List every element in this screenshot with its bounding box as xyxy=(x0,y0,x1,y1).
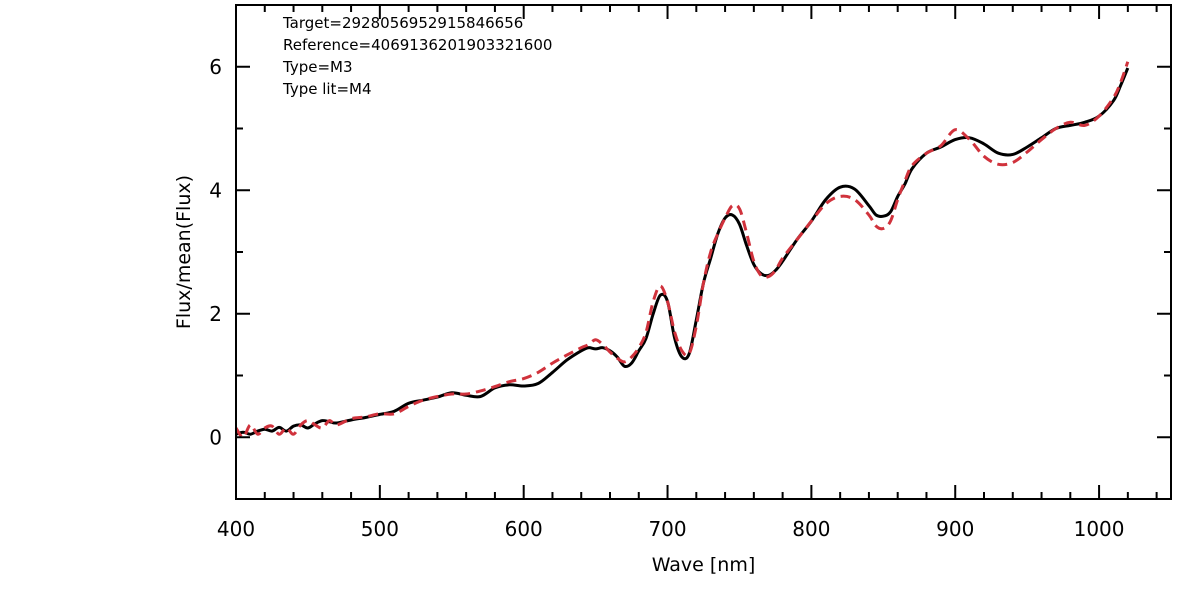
x-tick-label: 400 xyxy=(217,517,255,541)
y-tick-label: 4 xyxy=(209,178,222,202)
plot-lines xyxy=(234,61,1130,439)
x-tick-label: 1000 xyxy=(1074,517,1125,541)
target-spectrum-line xyxy=(235,67,1130,436)
x-axis-title: Wave [nm] xyxy=(652,554,756,576)
annotation-line: Type=M3 xyxy=(282,58,353,76)
annotations: Target=2928056952915846656 Reference=4069… xyxy=(282,14,552,98)
y-tick-label: 0 xyxy=(209,425,222,449)
annotation-line: Target=2928056952915846656 xyxy=(282,14,523,32)
plot-frame xyxy=(235,4,1172,500)
y-tick-label: 6 xyxy=(209,55,222,79)
annotation-line: Type lit=M4 xyxy=(282,80,372,98)
annotation-line: Reference=4069136201903321600 xyxy=(283,36,552,54)
x-tick-label: 900 xyxy=(936,517,974,541)
reference-spectrum-line xyxy=(234,61,1130,439)
x-tick-label: 700 xyxy=(648,517,686,541)
x-tick-label: 800 xyxy=(792,517,830,541)
y-tick-label: 2 xyxy=(209,302,222,326)
axis-ticks xyxy=(235,4,1171,500)
x-tick-label: 500 xyxy=(361,517,399,541)
x-tick-label: 600 xyxy=(505,517,543,541)
tick-labels: 400 500 600 700 800 900 1000 0 2 4 6 xyxy=(209,55,1124,541)
y-axis-title: Flux/mean(Flux) xyxy=(173,175,195,329)
